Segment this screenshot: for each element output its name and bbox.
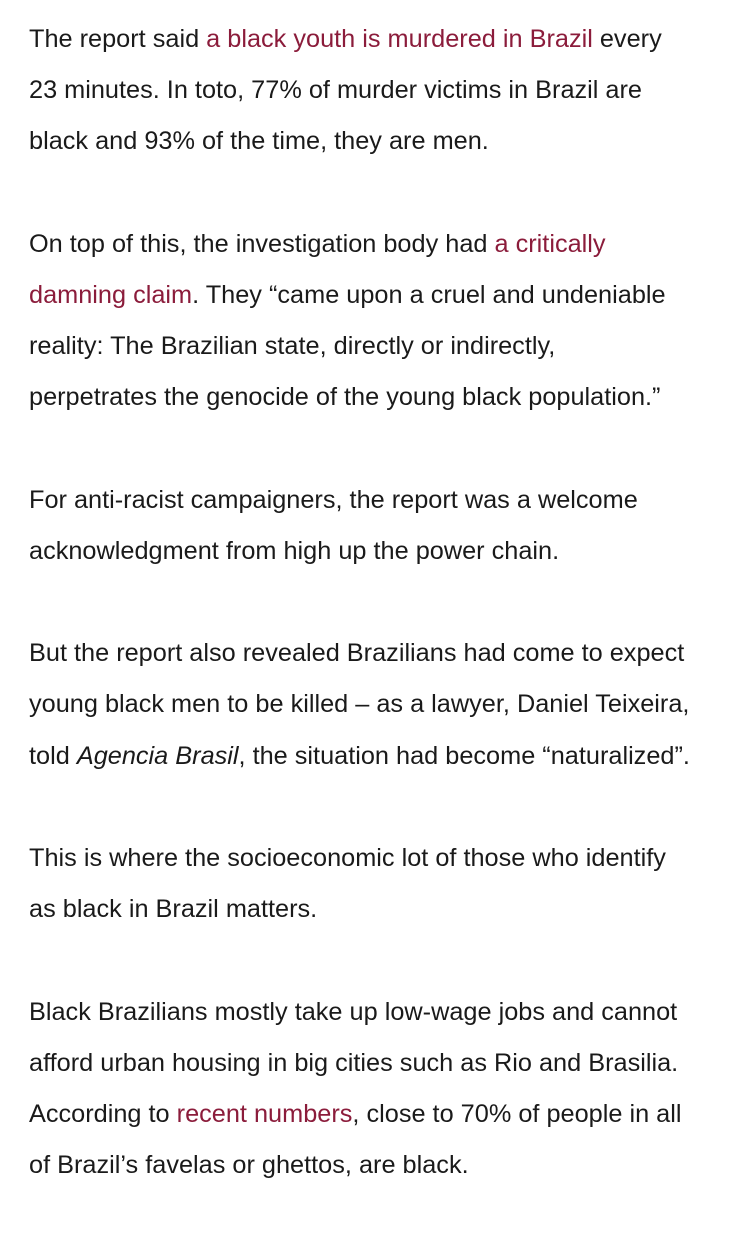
text-span: as black in Brazil matters. [29,895,318,924]
paragraph-line: told Agencia Brasil, the situation had b… [29,731,729,782]
text-span: told [29,741,77,770]
text-span: According to [29,1099,177,1128]
text-span: For anti-racist campaigners, the report … [29,485,638,514]
inline-link[interactable]: a critically [494,229,606,258]
text-span: 23 minutes. In toto, 77% of murder victi… [29,76,642,105]
paragraph-line: According to recent numbers, close to 70… [29,1089,729,1140]
text-span: of Brazil’s favelas or ghettos, are blac… [29,1151,469,1180]
text-span: . They “came upon a cruel and undeniable [192,280,666,309]
paragraph-line: acknowledgment from high up the power ch… [29,526,729,577]
publication-name: Agencia Brasil [76,741,239,770]
article-paragraph: On top of this, the investigation body h… [29,219,729,424]
article-paragraph: For anti-racist campaigners, the report … [29,475,729,577]
text-span: perpetrates the genocide of the young bl… [29,383,661,412]
text-span: every [592,25,662,53]
paragraph-line: as black in Brazil matters. [29,884,729,935]
text-span: This is where the socioeconomic lot of t… [29,844,666,872]
text-span: , close to 70% of people in all [352,1099,682,1128]
text-span: On top of this, the investigation body h… [29,229,495,258]
text-span: Black Brazilians mostly take up low-wage… [29,997,678,1026]
article-paragraph: The report said a black youth is murdere… [29,14,729,168]
text-span: acknowledgment from high up the power ch… [29,536,560,565]
text-span: young black men to be killed – as a lawy… [29,690,690,719]
article-body: The report said a black youth is murdere… [29,14,729,1243]
text-span: But the report also revealed Brazilians … [29,639,685,668]
text-span: afford urban housing in big cities such … [29,1048,679,1077]
inline-link[interactable]: recent numbers [176,1099,353,1128]
paragraph-line: For anti-racist campaigners, the report … [29,475,729,526]
paragraph-line: young black men to be killed – as a lawy… [29,679,729,730]
text-span: black and 93% of the time, they are men. [29,127,489,156]
paragraph-line: reality: The Brazilian state, directly o… [29,321,729,372]
paragraph-line: perpetrates the genocide of the young bl… [29,372,729,423]
paragraph-line: afford urban housing in big cities such … [29,1038,729,1089]
article-paragraph: Black Brazilians mostly take up low-wage… [29,987,729,1192]
article-paragraph: But the report also revealed Brazilians … [29,628,729,782]
inline-link[interactable]: damning claim [29,280,193,309]
paragraph-line: But the report also revealed Brazilians … [29,628,729,679]
paragraph-line: damning claim. They “came upon a cruel a… [29,270,729,321]
paragraph-line: Black Brazilians mostly take up low-wage… [29,987,729,1038]
inline-link[interactable]: a black youth is murdered in Brazil [206,25,593,53]
paragraph-line: of Brazil’s favelas or ghettos, are blac… [29,1140,729,1191]
paragraph-line: 23 minutes. In toto, 77% of murder victi… [29,65,729,116]
paragraph-line: This is where the socioeconomic lot of t… [29,833,729,884]
article-paragraph: This is where the socioeconomic lot of t… [29,833,729,935]
paragraph-line: black and 93% of the time, they are men. [29,116,729,167]
paragraph-line: The report said a black youth is murdere… [29,14,729,65]
text-span: , the situation had become “naturalized”… [238,741,690,770]
text-span: The report said [29,25,207,53]
paragraph-line: On top of this, the investigation body h… [29,219,729,270]
text-span: reality: The Brazilian state, directly o… [29,332,556,361]
